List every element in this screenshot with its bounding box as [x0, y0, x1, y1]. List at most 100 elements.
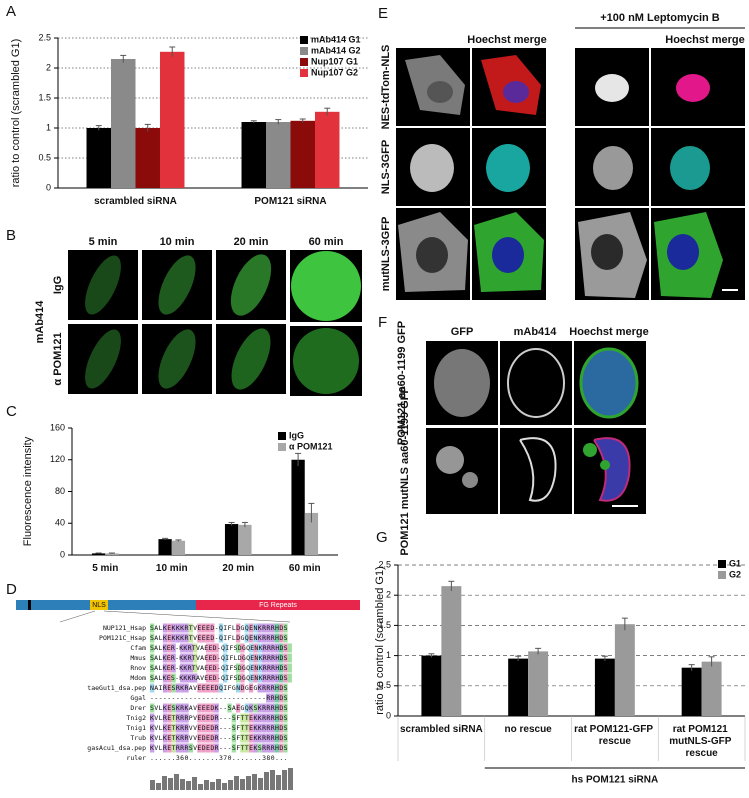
residue-shade	[214, 733, 219, 743]
residue-shade	[205, 643, 211, 653]
residue-shade	[244, 633, 249, 643]
residue-shade	[150, 663, 155, 673]
residue-shade	[175, 703, 181, 713]
residue-shade	[248, 733, 254, 743]
error-bar	[95, 552, 102, 554]
residue-shade	[287, 653, 292, 663]
legend-swatch	[718, 560, 726, 568]
residue-shade	[279, 703, 284, 713]
sequence-name: Cfam	[130, 644, 146, 652]
residue-shade	[244, 623, 249, 633]
residue-shade	[236, 683, 241, 693]
bar	[241, 122, 267, 188]
row-label: IgG	[52, 276, 64, 294]
residue-shade	[175, 733, 181, 743]
residue-shade	[150, 683, 155, 693]
residue-shade	[167, 743, 172, 753]
residue-shade	[150, 713, 155, 723]
residue-shade	[266, 623, 271, 633]
residue-shade	[257, 673, 262, 683]
header: +100 nM Leptomycin B	[600, 12, 720, 24]
bar	[224, 524, 239, 555]
x-tick-label: 20 min	[222, 563, 254, 574]
sequence: SALKER-KKRTVAEED-QIFLDGQENKRRRHDS	[150, 654, 288, 662]
residue-shade	[257, 623, 262, 633]
y-tick-label: 0.5	[38, 152, 51, 162]
sequence: KVLKETKRRVVEDEDR---SFTTEKKRRRHDS	[150, 734, 288, 742]
residue-shade	[201, 743, 206, 753]
residue-shade	[197, 733, 202, 743]
residue-shade	[257, 683, 262, 693]
x-tick-label: rat POM121 mutNLS-GFP rescue	[669, 724, 734, 759]
residue-shade	[236, 703, 241, 713]
column-label: 5 min	[89, 236, 118, 248]
residue-shade	[270, 693, 275, 703]
residue-shade	[283, 663, 288, 673]
error-bar	[120, 54, 127, 63]
legend-label: Nup107 G1	[311, 56, 358, 66]
residue-shade	[283, 743, 288, 753]
column-label: mAb414	[514, 326, 558, 338]
domain-tm	[28, 600, 31, 610]
residue-shade	[167, 713, 172, 723]
residue-shade	[162, 653, 168, 663]
panel-e-images	[396, 48, 745, 300]
bar	[594, 658, 615, 716]
residue-shade	[210, 663, 215, 673]
sequence-name: Tnig1	[126, 724, 146, 732]
residue-shade	[193, 663, 198, 673]
residue-shade	[279, 633, 284, 643]
residue-shade	[261, 703, 267, 713]
residue-shade	[279, 743, 284, 753]
residue-shade	[236, 643, 241, 653]
error-bar	[228, 521, 235, 526]
residue-shade	[253, 703, 258, 713]
residue-shade	[266, 723, 271, 733]
residue-shade	[274, 643, 279, 653]
residue-shade	[171, 623, 176, 633]
residue-shade	[188, 623, 193, 633]
residue-shade	[171, 633, 176, 643]
y-tick-label: 0.5	[378, 680, 391, 690]
residue-shade	[171, 713, 176, 723]
residue-shade	[175, 723, 181, 733]
y-tick-label: 2	[386, 590, 391, 600]
residue-shade	[248, 683, 254, 693]
row-label: POM121 mutNLS aa60-1199 GFP	[399, 386, 411, 555]
sequence-name: Ggal	[130, 694, 146, 702]
residue-shade	[180, 703, 185, 713]
residue-shade	[240, 643, 245, 653]
residue-shade	[231, 733, 236, 743]
residue-shade	[205, 683, 211, 693]
sequence-name: Rnov	[130, 664, 146, 672]
residue-shade	[240, 733, 245, 743]
residue-shade	[193, 673, 198, 683]
legend-label: mAb414 G1	[311, 34, 361, 44]
sequence-name: POM121C_Hsap	[99, 634, 146, 642]
residue-shade	[205, 633, 211, 643]
residue-shade	[167, 683, 172, 693]
bar	[508, 658, 529, 716]
residue-shade	[283, 703, 288, 713]
residue-shade	[240, 683, 245, 693]
bar	[681, 667, 702, 716]
residue-shade	[253, 743, 258, 753]
residue-shade	[214, 683, 219, 693]
bar	[105, 553, 119, 555]
residue-shade	[214, 663, 219, 673]
residue-shade	[279, 683, 284, 693]
error-bar	[162, 537, 169, 540]
legend-swatch	[300, 69, 308, 77]
residue-shade	[188, 633, 193, 643]
residue-shade	[184, 633, 189, 643]
residue-shade	[171, 703, 176, 713]
error-bar	[95, 125, 102, 131]
residue-shade	[283, 713, 288, 723]
sequence-name: ruler	[126, 754, 146, 762]
residue-shade	[214, 643, 219, 653]
residue-shade	[210, 713, 215, 723]
panel-letter: C	[6, 403, 17, 420]
error-bar	[299, 118, 306, 123]
error-bar	[275, 119, 282, 125]
legend-swatch	[718, 571, 726, 579]
